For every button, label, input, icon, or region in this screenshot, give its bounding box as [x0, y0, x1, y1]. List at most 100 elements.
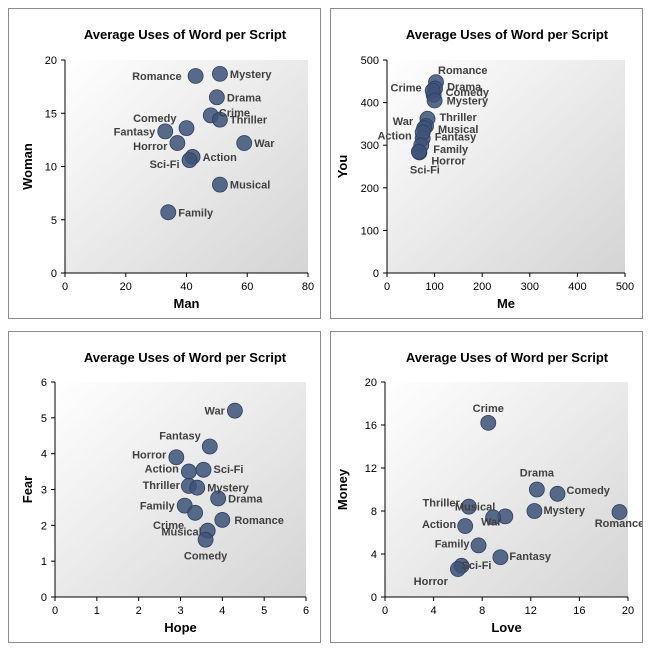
x-tick-label: 2 — [136, 605, 142, 617]
data-point — [187, 68, 204, 84]
y-tick-label: 400 — [361, 98, 379, 110]
x-tick-label: 0 — [62, 281, 68, 293]
x-tick-label: 100 — [425, 281, 443, 293]
y-tick-label: 200 — [361, 183, 379, 195]
y-tick-label: 0 — [371, 592, 377, 604]
y-tick-label: 16 — [365, 420, 377, 432]
data-label: Horror — [431, 155, 466, 167]
x-axis-label: Me — [497, 296, 515, 311]
data-label: Musical — [455, 501, 495, 513]
y-tick-label: 4 — [371, 549, 377, 561]
data-label: Action — [203, 152, 238, 164]
x-tick-label: 3 — [177, 605, 183, 617]
data-point — [470, 537, 487, 554]
data-label: Fantasy — [114, 126, 156, 138]
chart-hope-fear: Average Uses of Word per Script 0 1 2 3 4 5 6 0 1… — [20, 350, 309, 635]
data-label: Crime — [391, 83, 422, 95]
data-label: Mystery — [447, 95, 489, 107]
x-tick-label: 80 — [302, 281, 314, 293]
x-axis-label: Hope — [164, 620, 197, 635]
data-label: Musical — [230, 180, 270, 192]
y-tick-label: 0 — [41, 592, 47, 604]
data-label: Action — [377, 130, 412, 142]
x-tick-label: 60 — [241, 281, 253, 293]
data-label: Mystery — [207, 483, 249, 495]
data-label: Sci-Fi — [150, 159, 180, 171]
x-tick-label: 0 — [384, 281, 390, 293]
y-tick-label: 6 — [41, 377, 47, 389]
x-tick-label: 500 — [616, 281, 634, 293]
data-label: Horror — [414, 576, 449, 588]
x-tick-label: 16 — [573, 605, 585, 617]
data-label: Family — [140, 501, 176, 513]
data-point — [197, 531, 214, 548]
data-point — [178, 120, 195, 137]
x-tick-label: 4 — [219, 605, 225, 617]
data-label: War — [393, 116, 414, 128]
x-tick-label: 20 — [120, 281, 132, 293]
data-point — [457, 518, 474, 534]
data-point — [460, 498, 477, 515]
data-label: Sci-Fi — [410, 165, 440, 177]
y-tick-label: 10 — [45, 162, 57, 174]
y-tick-label: 12 — [365, 463, 377, 475]
data-label: War — [254, 138, 275, 150]
plot-area — [55, 382, 306, 597]
y-tick-label: 5 — [51, 215, 57, 227]
x-tick-label: 6 — [303, 605, 309, 617]
data-point — [157, 123, 174, 140]
data-point — [160, 204, 177, 221]
y-tick-label: 8 — [371, 506, 377, 518]
data-point — [169, 135, 186, 151]
chart-panel-man-woman: Average Uses of Word per Script 0 5 10 15 20 0… — [8, 8, 321, 319]
data-label: Sci-Fi — [214, 464, 244, 476]
y-tick-label: 2 — [41, 520, 47, 532]
data-label: Fantasy — [509, 551, 551, 563]
data-point — [168, 449, 185, 466]
data-label: Mystery — [230, 69, 272, 81]
x-tick-label: 400 — [568, 281, 586, 293]
data-point — [180, 463, 197, 480]
data-point — [426, 92, 443, 109]
y-tick-label: 100 — [361, 225, 379, 237]
data-label: Drama — [520, 468, 555, 480]
y-axis-label: Money — [335, 468, 350, 510]
data-point — [210, 490, 227, 507]
chart-panel-hope-fear: Average Uses of Word per Script 0 1 2 3 4 5 6 0 1… — [8, 331, 321, 643]
y-tick-label: 3 — [41, 485, 47, 497]
chart-title: Average Uses of Word per Script — [84, 27, 287, 42]
data-point — [410, 143, 427, 160]
x-tick-label: 8 — [479, 605, 485, 617]
data-label: Thriller — [423, 498, 461, 510]
y-tick-label: 20 — [365, 377, 377, 389]
data-label: War — [481, 516, 502, 528]
data-point — [236, 135, 253, 151]
data-point — [526, 503, 543, 519]
data-label: Comedy — [567, 485, 611, 497]
data-label: Drama — [228, 493, 263, 505]
y-tick-label: 300 — [361, 140, 379, 152]
data-point — [212, 176, 228, 193]
data-label: Comedy — [184, 551, 228, 563]
data-label: Comedy — [133, 113, 177, 125]
data-point — [187, 504, 204, 521]
y-tick-label: 20 — [45, 55, 57, 67]
x-tick-label: 200 — [473, 281, 491, 293]
data-label: Mystery — [543, 505, 585, 517]
data-label: Crime — [473, 403, 504, 415]
data-point — [181, 152, 198, 169]
y-tick-label: 1 — [41, 556, 47, 568]
y-tick-label: 5 — [41, 413, 47, 425]
y-axis-label: You — [335, 155, 350, 179]
data-point — [195, 461, 212, 478]
data-label: Crime — [219, 107, 250, 119]
data-label: Romance — [234, 515, 284, 527]
x-axis-label: Man — [174, 296, 200, 311]
data-label: Musical — [438, 124, 478, 136]
data-point — [528, 481, 545, 498]
chart-title: Average Uses of Word per Script — [406, 350, 609, 365]
data-label: Thriller — [230, 115, 268, 127]
data-label: Action — [422, 519, 457, 531]
chart-panel-love-money: Average Uses of Word per Script 0 4 8 12 16 20… — [330, 331, 643, 643]
x-tick-label: 300 — [521, 281, 539, 293]
